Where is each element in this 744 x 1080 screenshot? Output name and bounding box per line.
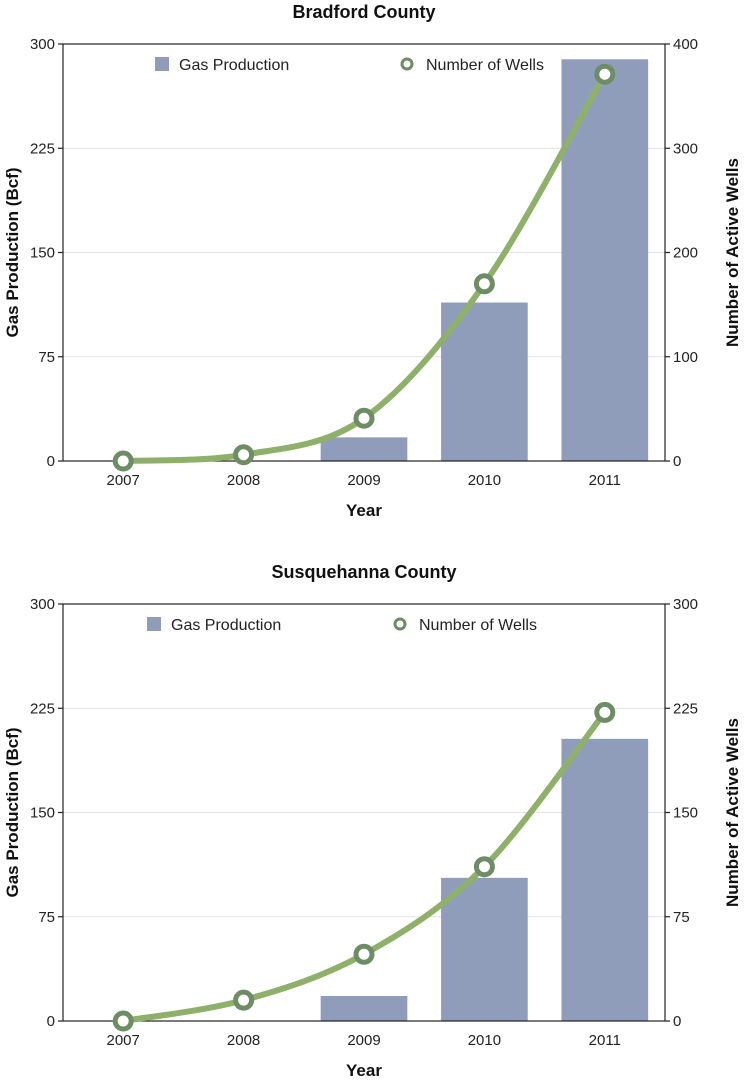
legend-bar-swatch [147, 617, 161, 631]
x-tick-label: 2008 [227, 472, 260, 489]
legend-line-swatch [400, 57, 414, 71]
right-tick-label: 400 [673, 36, 698, 53]
y-axis-label: Gas Production (Bcf) [3, 167, 22, 337]
bar-2009 [320, 995, 408, 1021]
wells-point-2008 [233, 444, 255, 466]
x-tick-label: 2007 [107, 1032, 140, 1049]
left-tick-label: 150 [30, 245, 55, 262]
left-tick-label: 150 [30, 805, 55, 822]
wells-point-2010 [473, 273, 495, 295]
left-tick-label: 75 [38, 909, 55, 926]
left-tick-label: 0 [47, 1013, 55, 1030]
chart-bradford-county: Bradford County 0 75 150 225 300 0 100 200 300 400… [3, 2, 742, 520]
bar-2010 [441, 302, 528, 461]
x-tick-label: 2011 [589, 1032, 621, 1049]
wells-point-2011 [594, 63, 616, 85]
legend-line-swatch [393, 617, 407, 631]
wells-point-2011 [594, 701, 616, 723]
left-tick-label: 75 [38, 349, 55, 366]
right-tick-label: 200 [673, 245, 698, 262]
legend-line-label: Number of Wells [419, 617, 537, 634]
left-tick-label: 300 [30, 36, 55, 53]
legend-bar-label: Gas Production [179, 57, 289, 74]
legend-bar-swatch [155, 57, 169, 71]
chart-title: Susquehanna County [271, 562, 456, 582]
bar-2011 [561, 59, 649, 461]
x-tick-label: 2007 [107, 472, 140, 489]
bar-2010 [441, 877, 528, 1021]
bar-2009 [320, 437, 408, 461]
x-axis-label: Year [346, 1061, 382, 1080]
right-tick-label: 0 [673, 453, 681, 470]
right-tick-label: 100 [673, 349, 698, 366]
x-tick-label: 2010 [468, 472, 501, 489]
x-tick-label: 2008 [227, 1032, 260, 1049]
right-tick-label: 300 [673, 140, 698, 157]
left-tick-label: 0 [47, 453, 55, 470]
wells-point-2008 [233, 989, 255, 1011]
y2-axis-label: Number of Active Wells [723, 718, 742, 907]
right-tick-label: 0 [673, 1013, 681, 1030]
left-tick-label: 225 [30, 140, 55, 157]
x-axis-label: Year [346, 501, 382, 520]
wells-point-2009 [353, 407, 375, 429]
y2-axis-label: Number of Active Wells [723, 158, 742, 347]
wells-point-2009 [353, 943, 375, 965]
y-axis-label: Gas Production (Bcf) [3, 727, 22, 897]
chart-susquehanna-county: Susquehanna County 0 75 150 225 300 0 75 150 225 3… [3, 562, 742, 1080]
right-tick-label: 150 [673, 805, 698, 822]
legend-line-label: Number of Wells [426, 57, 544, 74]
x-tick-label: 2009 [347, 1032, 380, 1049]
wells-line [120, 71, 608, 464]
left-tick-label: 300 [30, 596, 55, 613]
left-tick-label: 225 [30, 700, 55, 717]
x-tick-label: 2010 [468, 1032, 501, 1049]
wells-line [120, 709, 608, 1024]
right-tick-label: 75 [673, 909, 690, 926]
wells-point-2010 [473, 856, 495, 878]
right-tick-label: 300 [673, 596, 698, 613]
right-tick-label: 225 [673, 700, 698, 717]
wells-point-2007 [112, 450, 134, 472]
x-tick-label: 2009 [347, 472, 380, 489]
chart-title: Bradford County [293, 2, 436, 22]
x-tick-label: 2011 [589, 472, 621, 489]
bar-2011 [561, 738, 649, 1021]
legend-bar-label: Gas Production [171, 617, 281, 634]
wells-point-2007 [112, 1010, 134, 1032]
